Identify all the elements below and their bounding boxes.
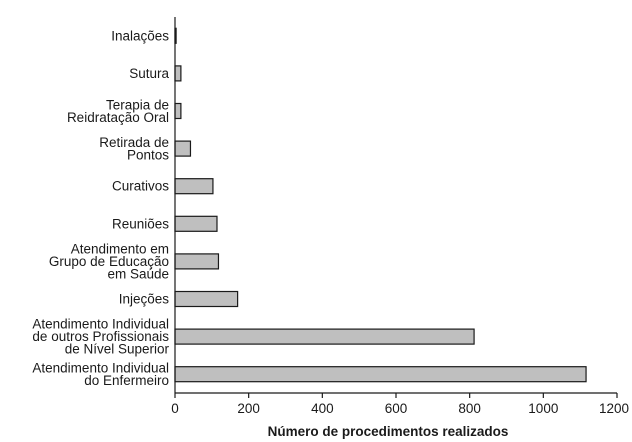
category-label-6: Reuniões: [112, 216, 169, 231]
category-label-5: Curativos: [112, 179, 169, 194]
category-label-line: Sutura: [129, 66, 169, 81]
category-label-line: Atendimento em: [71, 241, 169, 256]
x-tick-label: 0: [171, 401, 179, 416]
x-tick-label: 600: [385, 401, 408, 416]
category-label-line: Retirada de: [99, 135, 169, 150]
category-label-8: Injeções: [119, 292, 170, 307]
bar-8: [174, 290, 239, 308]
bars-group: [174, 27, 587, 383]
bar-6: [174, 215, 218, 232]
category-label-line: Reidratação Oral: [67, 110, 169, 125]
category-labels-group: Inalações Sutura Terapia de Reidratação Ora…: [32, 28, 169, 388]
category-label-line: Reuniões: [112, 216, 169, 231]
category-label-line: de outros Profissionais: [32, 329, 169, 344]
x-tick-label: 800: [458, 401, 481, 416]
bar-9: [174, 328, 475, 345]
category-label-line: Atendimento Individual: [32, 317, 169, 332]
x-axis-title: Número de procedimentos realizados: [268, 424, 509, 439]
category-label-9: Atendimento Individual de outros Profissi…: [32, 317, 169, 357]
category-label-1: Inalações: [111, 28, 169, 43]
bar-3: [174, 102, 182, 120]
category-label-line: Curativos: [112, 179, 169, 194]
bar-7: [174, 253, 220, 270]
category-label-10: Atendimento Individual do Enfermeiro: [32, 360, 169, 388]
category-label-line: Pontos: [127, 147, 169, 162]
category-label-7: Atendimento em Grupo de Educação em Saúde: [49, 241, 169, 281]
category-label-line: Terapia de: [106, 97, 169, 112]
category-label-4: Retirada de Pontos: [99, 135, 169, 163]
category-label-3: Terapia de Reidratação Oral: [67, 97, 169, 125]
category-label-line: Atendimento Individual: [32, 360, 169, 375]
x-tick-label: 400: [311, 401, 334, 416]
category-label-2: Sutura: [129, 66, 169, 81]
category-label-line: em Saúde: [107, 266, 169, 281]
bar-5: [174, 178, 214, 195]
category-label-line: de Nível Superior: [65, 342, 170, 357]
category-label-line: Inalações: [111, 28, 169, 43]
bar-2: [174, 65, 182, 82]
bar-10: [174, 366, 587, 383]
x-tick-label: 200: [237, 401, 260, 416]
bar-4: [174, 140, 192, 157]
category-label-line: do Enfermeiro: [84, 373, 169, 388]
x-tick-label: 1200: [599, 401, 629, 416]
category-label-line: Injeções: [119, 292, 170, 307]
x-ticks-group: 0 200 400 600 800 1000 1200: [171, 393, 629, 416]
category-label-line: Grupo de Educação: [49, 254, 169, 269]
x-tick-label: 1000: [528, 401, 558, 416]
